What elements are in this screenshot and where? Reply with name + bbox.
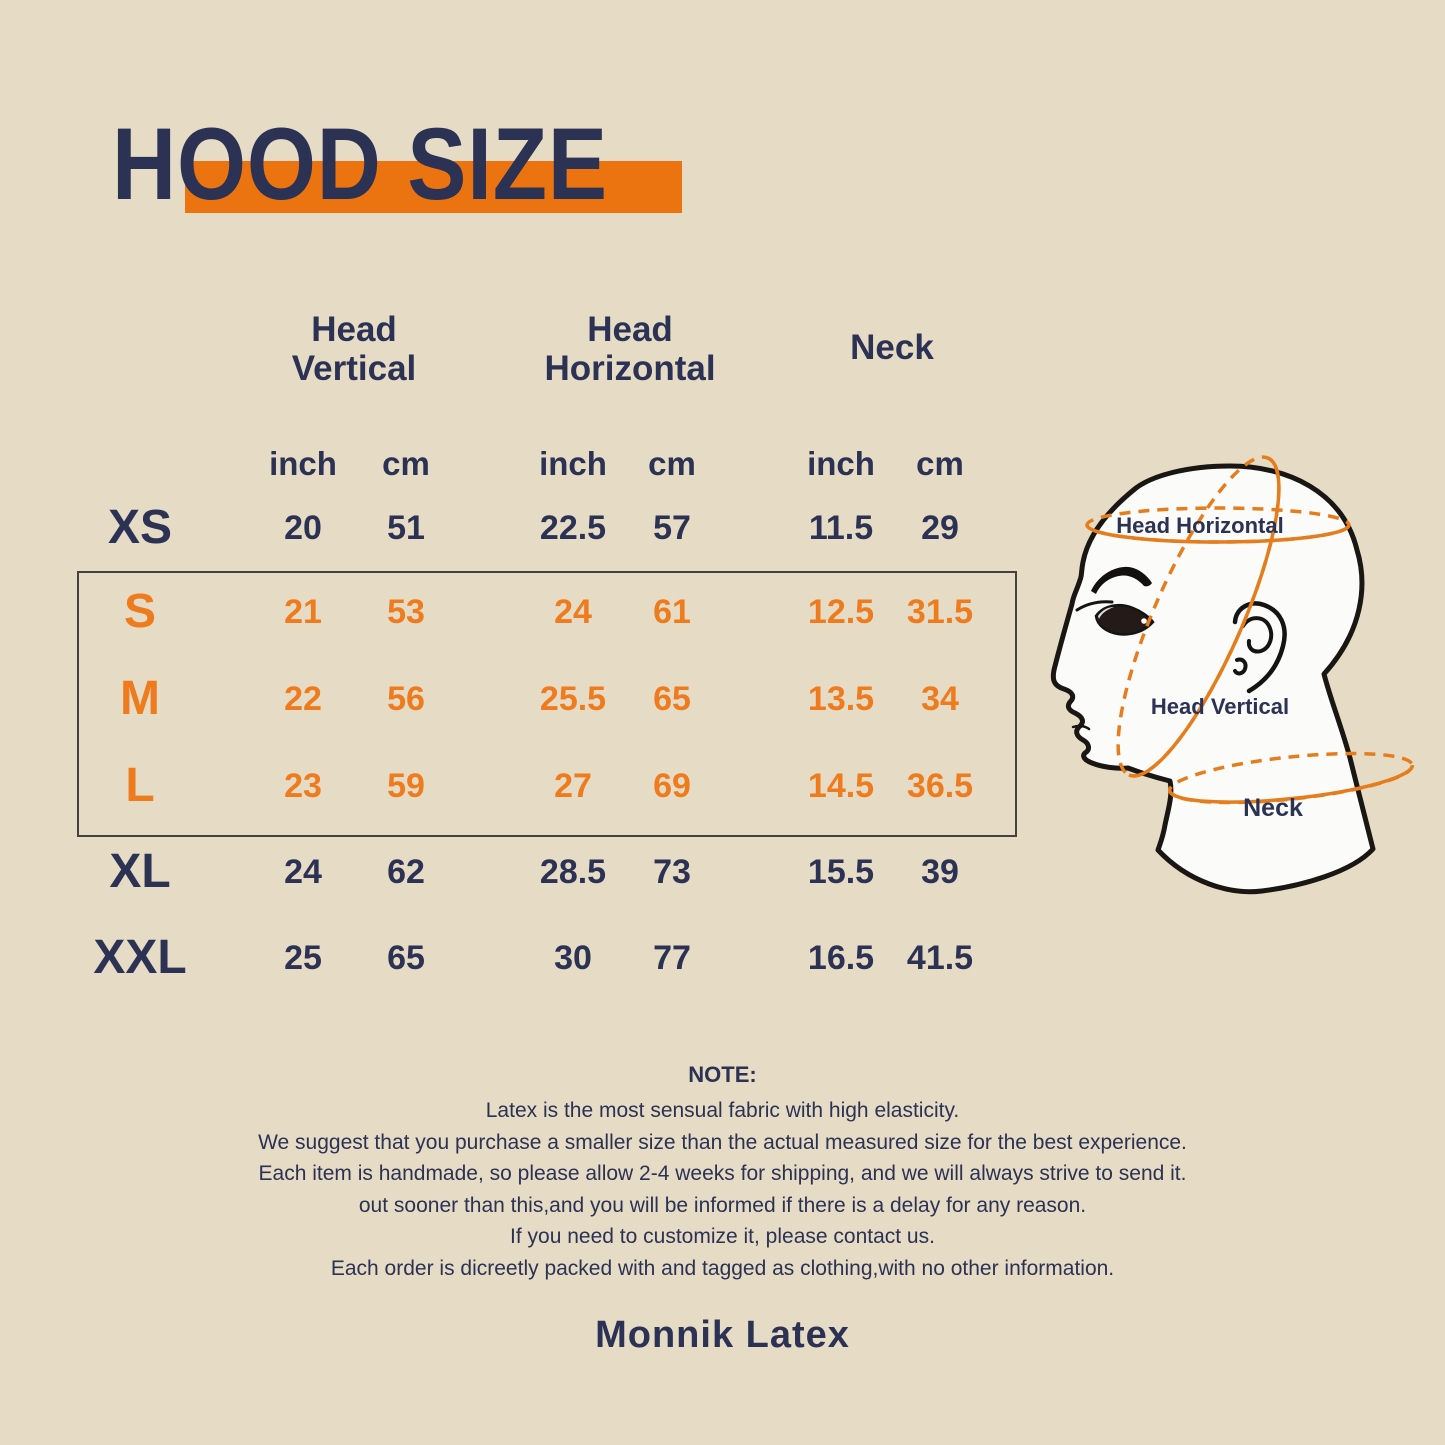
table-cell: 20 [284,509,322,547]
table-cell: 21 [284,593,322,631]
size-label: S [123,585,156,638]
size-label: XL [109,845,171,898]
note-line: We suggest that you purchase a smaller s… [258,1130,1187,1154]
size-label: XXL [93,931,187,984]
table-cell: 39 [921,853,959,891]
table-cell: 29 [921,509,959,547]
column-header-head-vertical: Head Vertical [291,310,417,388]
table-cell: 65 [387,939,425,977]
note-line: out sooner than this,and you will be inf… [358,1193,1087,1217]
table-cell: 73 [653,853,691,891]
table-cell: 53 [387,593,425,631]
head-horizontal-label: Head Horizontal [1116,513,1283,538]
unit-header: inch [807,445,875,482]
table-cell: 12.5 [807,593,875,631]
table-cell: 65 [653,680,691,718]
table-cell: 30 [554,939,592,977]
recommended-sizes-outline-box [77,571,1017,837]
table-cell: 25.5 [539,680,607,718]
unit-header: inch [539,445,607,482]
table-cell: 24 [284,853,322,891]
title-highlight-bar [185,161,682,213]
table-cell: 25 [284,939,322,977]
eye-glint [1141,618,1147,624]
note-line: Each item is handmade, so please allow 2… [258,1162,1187,1185]
table-cell: 15.5 [807,853,875,891]
unit-header: cm [648,445,696,482]
table-row-l: L 23 59 27 69 14.5 36.5 [0,756,1445,816]
table-cell: 11.5 [808,509,874,547]
size-label: M [120,672,160,725]
table-cell: 14.5 [807,767,875,805]
neck-label: Neck [1243,794,1303,822]
size-label: L [125,759,155,812]
ear-inner [1241,616,1274,654]
note-heading: NOTE: [688,1062,757,1087]
unit-header-row: inch cm inch cm inch cm [0,434,1445,494]
table-cell: 69 [653,767,691,805]
table-cell: 13.5 [807,680,875,718]
ear-outline [1232,601,1287,694]
unit-header: inch [269,445,337,482]
table-cell: 34 [921,680,959,718]
table-cell: 24 [554,593,592,631]
table-cell: 62 [387,853,425,891]
column-header-neck: Neck [850,328,934,367]
table-cell: 28.5 [539,853,607,891]
unit-header: cm [916,445,964,482]
upper-eyelid-line [1075,600,1114,612]
note-text: Latex is the most sensual fabric with hi… [0,1095,1445,1284]
table-cell: 23 [284,767,322,805]
ear-tragus [1233,657,1248,676]
note-line: Latex is the most sensual fabric with hi… [485,1099,960,1122]
table-cell: 16.5 [807,939,875,977]
head-vertical-label: Head Vertical [1151,694,1289,719]
table-cell: 31.5 [906,593,974,631]
table-cell: 36.5 [906,767,974,805]
column-header-head-horizontal: Head Horizontal [544,310,716,388]
table-cell: 51 [387,509,425,547]
table-row-xs: XS 20 51 22.5 57 11.5 29 [0,498,1445,558]
table-cell: 59 [387,767,425,805]
table-cell: 61 [653,593,691,631]
table-row-xl: XL 24 62 28.5 73 15.5 39 [0,842,1445,902]
table-cell: 22.5 [539,509,607,547]
eye-highlight [1098,607,1114,619]
eyebrow [1091,566,1152,594]
size-label: XS [107,501,173,554]
head-vertical-measure-line-back [1128,456,1281,778]
eye [1094,604,1155,636]
neck-measure-line-front [1168,764,1415,804]
table-cell: 56 [387,680,425,718]
table-cell: 22 [284,680,322,718]
table-row-m: M 22 56 25.5 65 13.5 34 [0,669,1445,729]
note-line: Each order is dicreetly packed with and … [330,1256,1115,1280]
table-row-xxl: XXL 25 65 30 77 16.5 41.5 [0,928,1445,988]
table-cell: 77 [653,939,691,977]
unit-header: cm [382,445,430,482]
table-cell: 27 [554,767,592,805]
table-cell: 41.5 [906,939,974,977]
mouth-line [1071,724,1091,731]
table-row-s: S 21 53 24 61 12.5 31.5 [0,582,1445,642]
head-horizontal-measure-line-front [1085,524,1351,544]
page-title: HOOD SIZE [112,107,608,221]
brand-name: Monnik Latex [595,1314,850,1356]
note-line: If you need to customize it, please cont… [510,1225,935,1248]
head-profile-illustration: Head Horizontal Head Vertical Neck [1050,455,1415,895]
table-cell: 57 [653,509,691,547]
